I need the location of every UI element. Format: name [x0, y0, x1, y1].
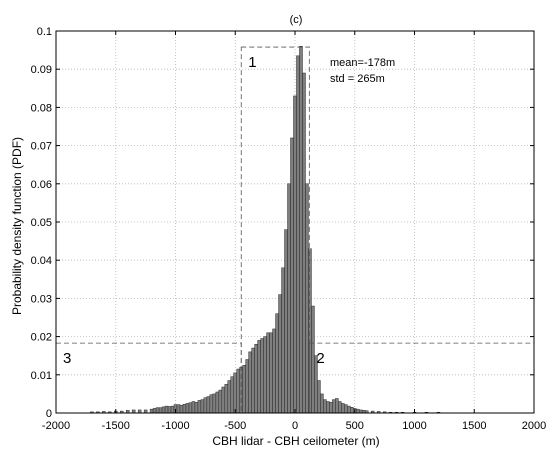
histogram-bar	[212, 393, 217, 414]
histogram-bar	[182, 403, 187, 414]
histogram-bar	[266, 332, 270, 414]
histogram-bar	[209, 394, 214, 414]
histogram-bar	[281, 267, 285, 414]
histogram-bar	[233, 372, 237, 414]
histogram-bar	[158, 407, 163, 414]
histogram-bar	[347, 405, 351, 414]
histogram-bar	[242, 365, 246, 414]
histogram-bar	[293, 95, 297, 414]
histogram-bar	[164, 405, 169, 414]
histogram-bar	[338, 401, 342, 414]
histogram-bar	[335, 398, 339, 414]
histogram-bar	[290, 137, 294, 414]
histogram-bar	[263, 336, 267, 414]
histogram-bar	[269, 332, 273, 414]
histogram-bar	[161, 406, 166, 414]
histogram-bar	[323, 399, 327, 414]
histogram-bar	[203, 397, 208, 414]
y-tick-label: 0.09	[31, 64, 52, 76]
histogram-bar	[149, 408, 154, 414]
histogram-bar	[332, 399, 336, 414]
region-label-1: 1	[248, 54, 256, 71]
histogram-bar	[200, 399, 205, 414]
x-tick-label: -500	[224, 420, 246, 432]
histogram-bar	[155, 407, 160, 414]
histogram-bar	[305, 183, 309, 414]
histogram-bar	[311, 305, 315, 414]
x-tick-label: -1500	[102, 420, 130, 432]
x-tick-label: 1000	[402, 420, 426, 432]
histogram-bar	[188, 402, 193, 414]
y-tick-label: 0	[46, 408, 52, 420]
region-label-3: 3	[63, 350, 71, 367]
histogram-bar	[320, 393, 324, 414]
y-tick-label: 0.02	[31, 332, 52, 344]
histogram-bar	[206, 396, 211, 414]
region-labels: 1 2 3	[63, 54, 325, 367]
x-tick-label: -2000	[42, 420, 70, 432]
histogram-bar	[170, 405, 175, 414]
mean-annotation: mean=-178m	[330, 57, 395, 69]
histogram-bar	[296, 55, 300, 414]
y-tick-label: 0.07	[31, 141, 52, 153]
histogram-bar	[245, 359, 249, 414]
histogram-bar	[227, 380, 232, 414]
chart-title: (c)	[290, 14, 303, 26]
x-tick-label: -1000	[161, 420, 189, 432]
y-tick-label: 0.1	[37, 26, 52, 38]
histogram-bar	[302, 72, 306, 414]
histogram-bar	[260, 338, 264, 414]
y-tick-label: 0.05	[31, 217, 52, 229]
histogram-bar	[284, 229, 288, 414]
histogram-bar	[329, 402, 333, 414]
histogram-bar	[317, 380, 321, 414]
x-tick-label: 500	[346, 420, 364, 432]
histogram-bar	[230, 376, 235, 414]
histogram-bar	[344, 404, 348, 414]
y-axis-label: Probability density function (PDF)	[10, 137, 24, 315]
x-tick-labels: -2000 -1500 -1000 -500 0 500 1000 1500 2000	[42, 420, 546, 432]
y-tick-label: 0.01	[31, 370, 52, 382]
y-tick-label: 0.03	[31, 293, 52, 305]
histogram-bar	[179, 405, 184, 414]
histogram-bar	[254, 343, 258, 414]
histogram-bar	[167, 406, 172, 414]
axis-ticks	[55, 30, 535, 414]
x-axis-label: CBH lidar - CBH ceilometer (m)	[212, 434, 379, 448]
histogram-bar	[236, 368, 240, 414]
histogram-bar	[341, 403, 345, 414]
y-tick-label: 0.08	[31, 102, 52, 114]
x-tick-label: 2000	[522, 420, 546, 432]
y-tick-label: 0.04	[31, 255, 52, 267]
histogram-bar	[248, 351, 252, 414]
histogram-bar	[152, 408, 157, 414]
histogram-bar	[326, 401, 330, 414]
histogram-bar	[299, 46, 303, 414]
histogram-bar	[308, 248, 312, 414]
histogram-bar	[224, 384, 229, 414]
histogram-bar	[176, 404, 181, 414]
x-tick-label: 1500	[462, 420, 486, 432]
histogram-bar	[215, 391, 220, 414]
histogram-bar	[355, 408, 360, 414]
y-tick-label: 0.06	[31, 179, 52, 191]
histogram-bar	[194, 402, 199, 414]
histogram-bar	[221, 386, 226, 414]
x-tick-label: 0	[292, 420, 298, 432]
histogram-bar	[275, 313, 279, 414]
region-label-2: 2	[316, 350, 324, 367]
std-annotation: std = 265m	[330, 73, 385, 85]
histogram-bar	[218, 389, 223, 414]
histogram-bar	[287, 183, 291, 414]
histogram-bar	[278, 294, 282, 414]
histogram-bar	[257, 340, 261, 414]
histogram-bar	[272, 328, 276, 414]
y-tick-labels: 0 0.01 0.02 0.03 0.04 0.05 0.06 0.07 0.08 0.09 0.1	[31, 26, 52, 420]
histogram-bar	[197, 400, 202, 414]
histogram-bar	[185, 403, 190, 414]
histogram-bar	[191, 401, 196, 414]
histogram-bar	[350, 407, 354, 414]
histogram-bar	[251, 347, 255, 414]
